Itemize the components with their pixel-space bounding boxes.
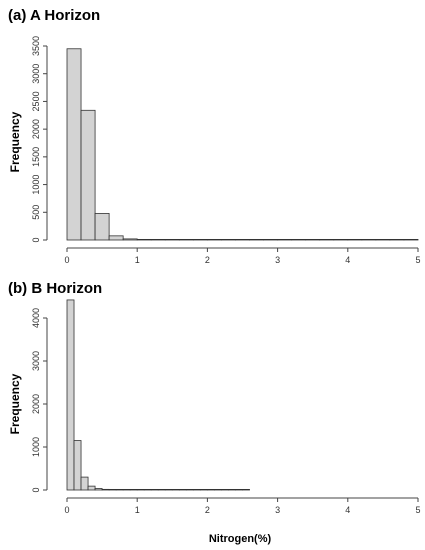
histogram-bar [94,488,103,491]
panel-b-x-axis: 0 1 2 3 4 5 [64,497,421,515]
histogram-bar [277,238,293,241]
histogram-bar [178,488,187,491]
histogram-bar [157,488,166,491]
histogram-bar [214,488,222,491]
histogram-bar [192,488,201,491]
histogram-bar [249,238,264,241]
x-tick-label: 3 [275,255,280,265]
panel-a-bars [66,48,419,241]
histogram-bar [94,212,110,241]
y-tick-label: 2000 [31,119,41,139]
histogram-bar [221,238,236,241]
panel-b: (b) B Horizon Frequency 0100020003000400… [8,280,421,515]
histogram-bar [242,488,250,491]
histogram-bar [164,488,173,491]
histogram-bar [164,238,180,241]
y-tick-label: 3000 [31,351,41,371]
histogram-bar [101,488,110,491]
y-tick-label: 1000 [31,437,41,457]
panel-a-y-axis-label: Frequency [8,111,22,172]
panel-a: (a) A Horizon Frequency 0 500 1000 1500 2000… [8,7,421,265]
histogram-bar [178,238,194,241]
histogram-bar [305,238,321,241]
panel-b-title: (b) B Horizon [8,280,102,297]
panel-a-y-axis: 0 500 1000 1500 2000 2500 3000 3500 [31,36,48,243]
histogram-bar [228,488,236,491]
histogram-bar [291,238,307,241]
x-tick-label: 0 [64,505,69,515]
histogram-bar [122,488,131,491]
x-tick-label: 5 [415,505,420,515]
histogram-bar [206,488,215,491]
histogram-bar [375,238,391,241]
y-tick-label: 3500 [31,36,41,56]
x-tick-label: 2 [205,505,210,515]
panel-a-x-axis: 0 1 2 3 4 5 [64,247,421,265]
x-tick-label: 4 [345,255,350,265]
y-tick-label: 1000 [31,175,41,195]
histogram-bar [185,488,194,491]
y-tick-label: 2000 [31,394,41,414]
histogram-bar [347,238,363,241]
y-tick-label: 0 [31,487,41,492]
histogram-bar [66,48,82,241]
histogram-bar [235,238,250,241]
histogram-bar [136,488,145,491]
histogram-bar [206,238,222,241]
histogram-bar [150,238,166,241]
histogram-bar [136,238,152,241]
y-tick-label: 0 [31,237,41,242]
panel-b-y-axis: 0 1000 2000 3000 4000 [31,308,48,493]
histogram-bar [235,488,243,491]
x-tick-label: 1 [135,505,140,515]
histogram-bar [66,299,75,491]
histogram-bar [108,235,124,241]
histogram-bar [199,488,208,491]
histogram-bar [221,488,229,491]
histogram-bar [122,238,138,241]
x-axis-label: Nitrogen(%) [209,533,272,545]
x-tick-label: 0 [64,255,69,265]
y-tick-label: 3000 [31,64,41,84]
histogram-bar [108,488,117,491]
histogram-bar [263,238,278,241]
y-tick-label: 500 [31,205,41,220]
x-tick-label: 5 [415,255,420,265]
histogram-bar [192,238,208,241]
y-tick-label: 4000 [31,308,41,328]
x-tick-label: 3 [275,505,280,515]
histogram-bar [115,488,124,491]
histogram-bar [171,488,180,491]
histogram-bar [389,238,405,241]
panel-a-title: (a) A Horizon [8,7,100,24]
histogram-bar [80,109,96,241]
panel-b-y-axis-label: Frequency [8,373,22,434]
x-tick-label: 4 [345,505,350,515]
histogram-bar [73,440,82,491]
histogram-bar [403,238,419,241]
histogram-bar [319,238,335,241]
histogram-bar [333,238,349,241]
histogram-bar [150,488,159,491]
histogram-bar [80,476,89,491]
y-tick-label: 1500 [31,147,41,167]
histogram-bar [87,485,96,491]
histogram-bar [143,488,152,491]
panel-b-bars [66,299,250,491]
x-tick-label: 2 [205,255,210,265]
x-tick-label: 1 [135,255,140,265]
histogram-bar [361,238,377,241]
y-tick-label: 2500 [31,91,41,111]
histogram-bar [129,488,138,491]
